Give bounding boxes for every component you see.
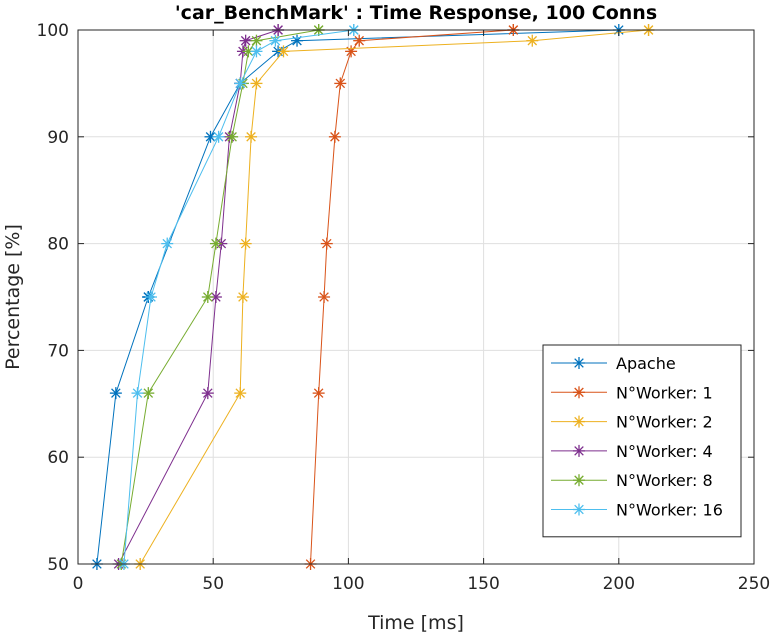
series-point: [234, 387, 247, 400]
x-axis-label: Time [ms]: [367, 612, 464, 634]
series-point: [291, 34, 304, 47]
series: [304, 24, 520, 570]
legend: Apache N°Worker: 1 N°Worker: 2 N°Worker: 4 N…: [542, 344, 742, 538]
series-point: [209, 237, 222, 250]
series-point: [526, 34, 539, 47]
series-point: [573, 474, 585, 487]
y-tick-label: 90: [47, 128, 69, 148]
legend-entry: N°Worker: 16: [551, 501, 723, 520]
series-point: [334, 77, 347, 90]
series-point: [239, 237, 252, 250]
series-point: [204, 130, 217, 143]
series-point: [250, 45, 263, 58]
series-point: [345, 45, 358, 58]
y-tick-label: 100: [37, 21, 69, 41]
legend-entry: N°Worker: 4: [551, 442, 713, 461]
legend-label: N°Worker: 2: [616, 413, 713, 432]
series-point: [353, 34, 366, 47]
series-point: [109, 387, 122, 400]
series-point: [250, 34, 263, 47]
x-tick-label: 100: [332, 574, 364, 594]
legend-entry: N°Worker: 1: [551, 383, 713, 402]
x-tick-label: 250: [738, 574, 770, 594]
x-axis: 0 50 100 150 200 250: [73, 30, 770, 594]
series-point: [145, 291, 158, 303]
y-tick-label: 60: [47, 448, 69, 468]
series-line: [96, 29, 619, 565]
chart-title: 'car_BenchMark' : Time Response, 100 Con…: [175, 2, 657, 24]
series-point: [201, 387, 214, 400]
x-tick-label: 200: [603, 574, 635, 594]
x-tick-label: 150: [467, 574, 499, 594]
y-axis-label: Percentage [%]: [2, 224, 24, 370]
series-point: [131, 387, 144, 400]
legend-label: N°Worker: 4: [616, 442, 713, 461]
series-point: [236, 291, 249, 303]
series-point: [573, 357, 585, 369]
series-point: [226, 130, 239, 143]
series-point: [312, 387, 325, 400]
y-tick-label: 50: [47, 555, 69, 575]
series-point: [573, 386, 585, 399]
series-point: [573, 444, 585, 457]
series-point: [212, 130, 225, 143]
plot-frame: [77, 29, 755, 565]
series-point: [573, 415, 585, 428]
series-point: [320, 237, 333, 250]
series-point: [239, 34, 252, 47]
x-tick-label: 0: [73, 574, 84, 594]
y-tick-label: 70: [47, 341, 69, 361]
series-point: [161, 237, 174, 250]
legend-label: Apache: [616, 354, 676, 373]
y-tick-label: 80: [47, 235, 69, 255]
legend-box: [542, 344, 742, 538]
legend-label: N°Worker: 16: [616, 501, 723, 520]
series-point: [250, 77, 263, 90]
series-point: [318, 291, 331, 303]
y-axis: 50 60 70 80 90 100: [37, 21, 754, 575]
legend-label: N°Worker: 1: [616, 383, 713, 402]
series-point: [201, 291, 214, 303]
series-point: [573, 503, 585, 516]
legend-entry: N°Worker: 8: [551, 471, 713, 490]
legend-entry: Apache: [551, 354, 676, 373]
legend-label: N°Worker: 8: [616, 471, 713, 490]
series-point: [245, 130, 258, 143]
series-point: [277, 45, 290, 58]
series-point: [234, 77, 247, 90]
series-point: [328, 130, 341, 143]
series-point: [269, 34, 282, 47]
x-tick-label: 50: [202, 574, 224, 594]
legend-entry: N°Worker: 2: [551, 413, 713, 432]
series-point: [142, 387, 155, 400]
